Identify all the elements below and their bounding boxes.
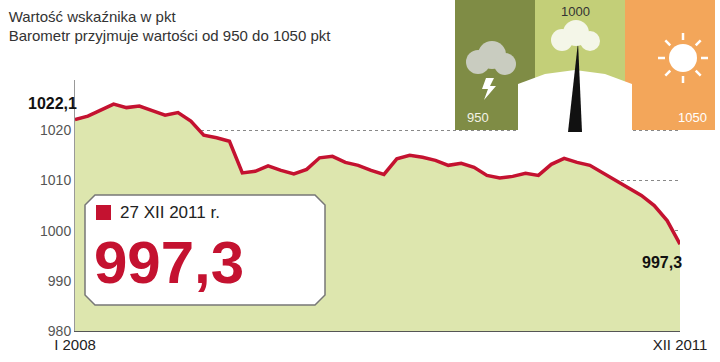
- svg-text:XII 2011: XII 2011: [653, 336, 708, 353]
- svg-text:1050: 1050: [678, 110, 707, 125]
- svg-text:997,3: 997,3: [94, 229, 244, 296]
- svg-text:950: 950: [467, 110, 489, 125]
- svg-text:Wartość wskaźnika w pktBaromet: Wartość wskaźnika w pktBarometr przyjmuj…: [9, 8, 332, 45]
- svg-text:1000: 1000: [40, 223, 71, 239]
- svg-text:980: 980: [48, 323, 72, 339]
- svg-text:1022,1: 1022,1: [28, 95, 77, 112]
- svg-text:1000: 1000: [561, 4, 590, 19]
- svg-text:I 2008: I 2008: [54, 336, 96, 353]
- svg-text:1020: 1020: [40, 122, 71, 138]
- svg-text:990: 990: [48, 273, 72, 289]
- svg-text:27 XII 2011 r.: 27 XII 2011 r.: [120, 203, 220, 222]
- svg-text:997,3: 997,3: [642, 254, 682, 271]
- svg-text:1010: 1010: [40, 172, 71, 188]
